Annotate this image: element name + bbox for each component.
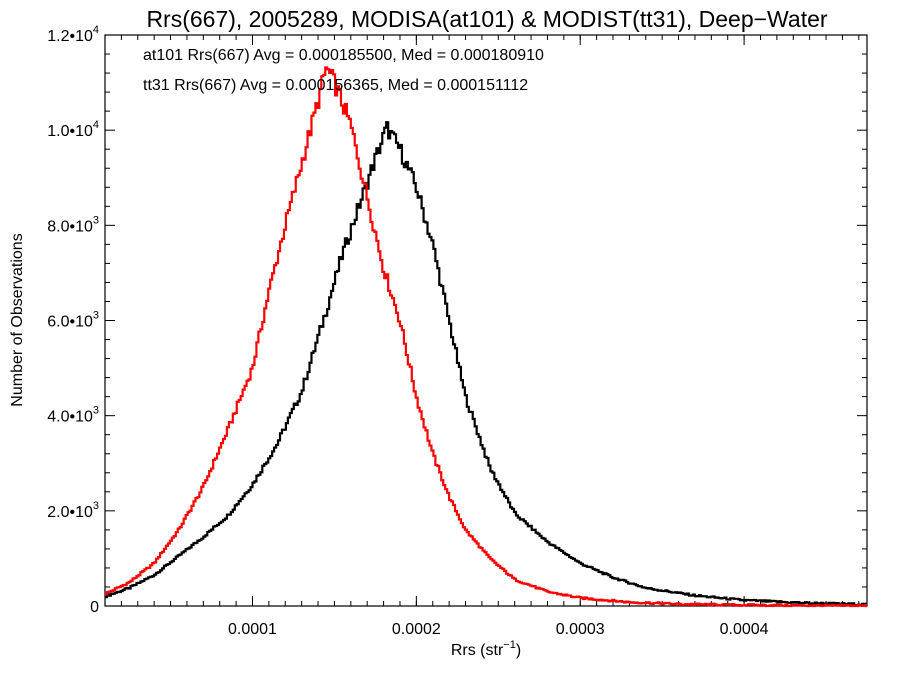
axis-ticks <box>104 34 867 607</box>
histogram-series-1 <box>105 66 868 608</box>
series-annotation-at101: at101 Rrs(667) Avg = 0.000185500, Med = … <box>143 47 544 64</box>
series-annotation-tt31: tt31 Rrs(667) Avg = 0.000156365, Med = 0… <box>143 77 528 94</box>
y-tick-label: 1.2•104 <box>47 24 99 45</box>
tick-labels: 0.0001 0.0002 0.0003 0.0004 0 2.0•103 4.0•103 6… <box>47 24 768 638</box>
x-tick-label: 0.0004 <box>720 621 769 638</box>
chart-title: Rrs(667), 2005289, MODISA(at101) & MODIS… <box>146 6 827 32</box>
x-tick-label: 0.0001 <box>228 621 277 638</box>
y-axis-label: Number of Observations <box>9 233 26 406</box>
x-tick-label: 0.0003 <box>556 621 605 638</box>
y-tick-label: 0 <box>90 599 99 616</box>
y-tick-label: 8.0•103 <box>47 214 99 235</box>
y-tick-label: 1.0•104 <box>47 119 99 140</box>
y-tick-label: 2.0•103 <box>47 500 99 521</box>
x-axis-label: Rrs (str−1) <box>451 639 521 659</box>
plot-frame <box>104 34 868 607</box>
y-tick-label: 6.0•103 <box>47 310 99 331</box>
y-tick-label: 4.0•103 <box>47 405 99 426</box>
x-tick-label: 0.0002 <box>392 621 441 638</box>
histogram-series-0 <box>105 121 868 607</box>
series-layer <box>105 66 868 608</box>
